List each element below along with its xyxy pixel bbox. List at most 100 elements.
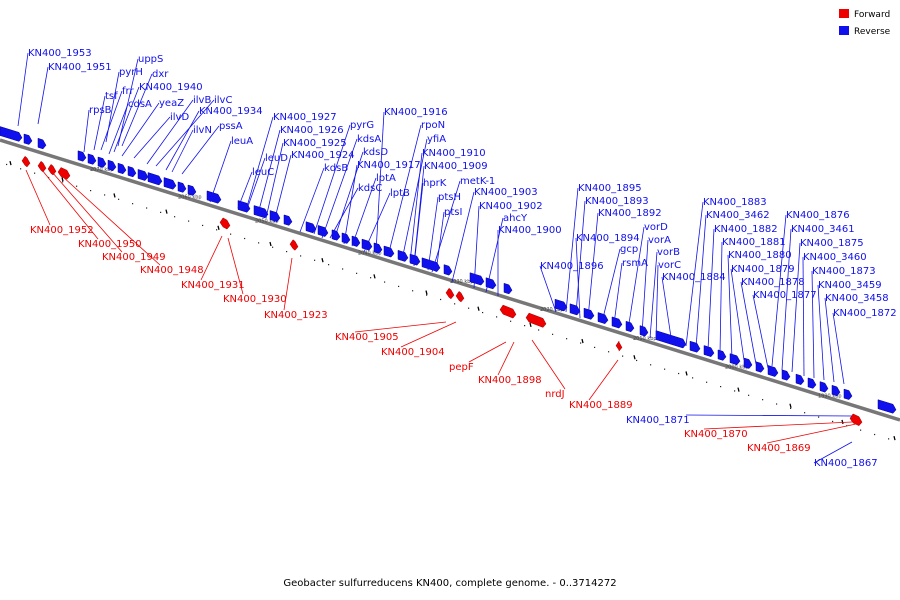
reverse-gene-label[interactable]: ilvB [193, 95, 211, 106]
reverse-gene-label[interactable]: KN400_1900 [498, 225, 562, 236]
reverse-gene-label[interactable]: rsmA [622, 258, 648, 269]
reverse-gene-label[interactable]: dxr [152, 69, 169, 80]
reverse-gene[interactable] [341, 232, 351, 244]
reverse-gene-label[interactable]: KN400_1873 [812, 266, 876, 277]
reverse-gene-label[interactable]: yeaZ [159, 98, 184, 109]
reverse-gene-label[interactable]: KN400_1926 [280, 125, 344, 136]
forward-gene[interactable] [21, 155, 31, 168]
reverse-gene[interactable] [177, 181, 187, 193]
reverse-gene-label[interactable]: KN400_3462 [706, 210, 770, 221]
reverse-gene-label[interactable]: KN400_1878 [741, 277, 805, 288]
reverse-gene[interactable] [77, 150, 87, 162]
reverse-gene-label[interactable]: rpsB [89, 105, 112, 116]
reverse-gene[interactable] [703, 345, 715, 357]
reverse-gene[interactable] [269, 210, 281, 222]
reverse-gene-label[interactable]: pyrG [350, 120, 374, 131]
forward-gene[interactable] [445, 287, 455, 300]
reverse-gene[interactable] [421, 257, 441, 272]
reverse-gene[interactable] [97, 156, 107, 168]
reverse-gene-label[interactable]: KN400_1916 [384, 107, 448, 118]
reverse-gene[interactable] [23, 133, 33, 145]
forward-gene-label[interactable]: KN400_1930 [223, 294, 287, 305]
reverse-gene-label[interactable]: KN400_1927 [273, 112, 337, 123]
reverse-gene[interactable] [317, 225, 329, 237]
reverse-gene[interactable] [795, 373, 805, 385]
reverse-gene[interactable] [569, 303, 581, 316]
forward-gene[interactable] [849, 413, 863, 427]
forward-gene[interactable] [219, 217, 231, 230]
reverse-gene-label[interactable]: kdsA [357, 134, 381, 145]
reverse-gene[interactable] [87, 153, 97, 165]
reverse-gene-label[interactable]: hprK [423, 178, 447, 189]
reverse-gene[interactable] [107, 159, 117, 171]
reverse-gene-label[interactable]: ilvD [170, 112, 189, 123]
reverse-gene[interactable] [554, 298, 568, 312]
forward-gene-label[interactable]: KN400_1948 [140, 265, 204, 276]
reverse-gene-label[interactable]: KN400_3461 [791, 224, 855, 235]
reverse-gene[interactable] [163, 177, 177, 190]
reverse-gene[interactable] [807, 377, 817, 389]
reverse-gene-label[interactable]: KN400_1895 [578, 183, 642, 194]
forward-gene-label[interactable]: KN400_1931 [181, 280, 245, 291]
reverse-gene-label[interactable]: KN400_1917 [357, 160, 421, 171]
reverse-gene-label[interactable]: KN400_3458 [825, 293, 889, 304]
reverse-gene-label[interactable]: ptsH [438, 192, 461, 203]
reverse-gene-label[interactable]: KN400_1872 [833, 308, 897, 319]
reverse-gene-label[interactable]: KN400_1876 [786, 210, 850, 221]
reverse-gene-label[interactable]: KN400_1880 [728, 250, 792, 261]
reverse-gene-label[interactable]: KN400_1924 [291, 150, 355, 161]
reverse-gene[interactable] [0, 126, 23, 142]
reverse-gene[interactable] [127, 165, 137, 178]
reverse-gene-label[interactable]: leuC [252, 167, 274, 178]
reverse-gene-label[interactable]: KN400_3459 [818, 280, 882, 291]
reverse-gene-label[interactable]: KN400_1877 [753, 290, 817, 301]
reverse-gene-label[interactable]: vorB [657, 247, 680, 258]
forward-gene-label[interactable]: KN400_1905 [335, 332, 399, 343]
legend-forward[interactable]: Forward [839, 9, 890, 20]
reverse-gene-label[interactable]: vorC [658, 260, 681, 271]
reverse-gene[interactable] [639, 325, 649, 337]
reverse-gene[interactable] [583, 307, 595, 320]
reverse-gene-label[interactable]: tsf [105, 91, 118, 102]
reverse-gene-label[interactable]: gcp [620, 244, 638, 255]
reverse-gene-label[interactable]: KN400_1896 [540, 261, 604, 272]
reverse-gene-label[interactable]: KN400_1925 [283, 138, 347, 149]
reverse-gene-label[interactable]: KN400_1909 [424, 161, 488, 172]
reverse-gene[interactable] [443, 264, 453, 276]
reverse-gene-label[interactable]: kdsB [324, 163, 348, 174]
reverse-gene-label[interactable]: KN400_1875 [800, 238, 864, 249]
reverse-gene[interactable] [689, 340, 701, 353]
reverse-gene-label[interactable]: cdsA [128, 99, 152, 110]
reverse-gene-label[interactable]: pssA [219, 121, 243, 132]
forward-gene-label[interactable]: KN400_1950 [78, 239, 142, 250]
reverse-gene-label[interactable]: KN400_1883 [703, 197, 767, 208]
reverse-gene-label[interactable]: vorA [648, 235, 671, 246]
reverse-gene-label[interactable]: lptA [376, 173, 396, 184]
reverse-gene[interactable] [877, 399, 897, 414]
reverse-gene-label[interactable]: KN400_1894 [576, 233, 640, 244]
reverse-gene-label[interactable]: kdsC [358, 183, 382, 194]
reverse-gene-label[interactable]: KN400_1953 [28, 48, 92, 59]
reverse-gene-label[interactable]: metK-1 [460, 176, 495, 187]
reverse-gene-label[interactable]: leuA [231, 136, 253, 147]
forward-gene-label[interactable]: KN400_1949 [102, 252, 166, 263]
reverse-gene-label[interactable]: KN400_1892 [598, 208, 662, 219]
reverse-gene-label[interactable]: ilvN [193, 125, 212, 136]
reverse-gene-label[interactable]: kdsD [363, 147, 388, 158]
forward-gene[interactable] [455, 291, 465, 303]
reverse-gene-label[interactable]: KN400_1951 [48, 62, 112, 73]
reverse-gene-label[interactable]: KN400_1884 [662, 272, 726, 283]
forward-gene-label[interactable]: pepF [449, 362, 474, 373]
forward-gene[interactable] [57, 167, 71, 180]
forward-gene-label[interactable]: KN400_1870 [684, 429, 748, 440]
reverse-gene-label[interactable]: lptB [390, 188, 410, 199]
reverse-gene-label[interactable]: KN400_1881 [722, 237, 786, 248]
reverse-gene-label[interactable]: KN400_1879 [731, 264, 795, 275]
forward-gene-label[interactable]: KN400_1904 [381, 347, 445, 358]
forward-gene-label[interactable]: KN400_1952 [30, 225, 94, 236]
reverse-gene-label[interactable]: KN400_1893 [585, 196, 649, 207]
reverse-gene[interactable] [819, 381, 829, 393]
reverse-gene-label[interactable]: KN400_1910 [422, 148, 486, 159]
reverse-gene[interactable] [137, 169, 149, 181]
forward-gene[interactable] [47, 164, 57, 176]
